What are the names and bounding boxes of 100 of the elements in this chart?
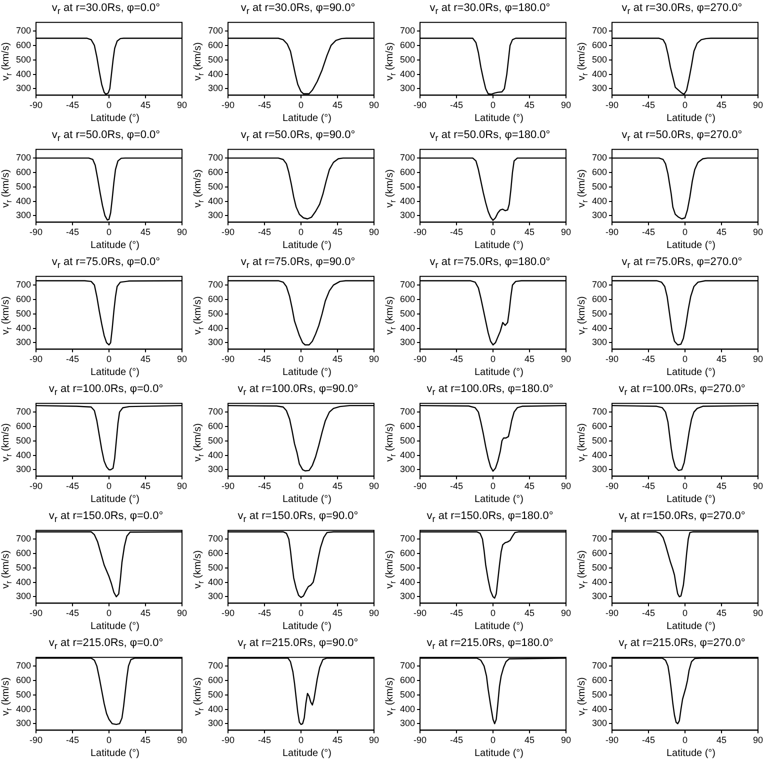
chart-title: v$_{r}$ at r=30.0Rs, φ=270.0° (620, 2, 744, 18)
y-tick-label: 500 (16, 689, 32, 700)
x-axis-title: Latitude (°) (281, 367, 333, 379)
y-tick-label: 500 (400, 308, 416, 318)
y-tick-label: 700 (592, 152, 608, 163)
y-tick-label: 600 (592, 674, 608, 685)
x-tick-label: 90 (560, 227, 572, 238)
y-tick-label: 700 (16, 280, 32, 290)
x-tick-label: 90 (176, 608, 188, 618)
x-tick-label: 45 (332, 227, 343, 238)
y-tick-label: 600 (16, 166, 32, 177)
y-tick-label: 500 (208, 54, 224, 64)
chart-title: v$_{r}$ at r=100.0Rs, φ=180.0° (426, 383, 554, 400)
x-tick-label: -90 (606, 481, 619, 492)
x-tick-label: 45 (140, 481, 151, 492)
x-tick-label: 0 (298, 227, 304, 238)
x-axis-title: Latitude (°) (665, 113, 717, 125)
y-tick-label: 400 (400, 196, 416, 206)
y-tick-label: 300 (400, 337, 416, 348)
x-axis-title: Latitude (°) (89, 494, 141, 506)
y-tick-label: 700 (16, 406, 32, 417)
y-tick-label: 600 (208, 294, 224, 304)
chart-title: v$_{r}$ at r=50.0Rs, φ=180.0° (428, 129, 552, 146)
x-axis-title: Latitude (°) (665, 240, 717, 252)
x-tick-label: 45 (524, 227, 535, 238)
x-axis-title: Latitude (°) (665, 494, 717, 506)
y-tick-label: 400 (16, 450, 32, 460)
chart-title: v$_{r}$ at r=150.0Rs, φ=270.0° (618, 510, 746, 526)
y-tick-label: 400 (400, 450, 416, 460)
y-tick-label: 600 (16, 420, 32, 431)
x-axis-title: Latitude (°) (473, 113, 525, 125)
y-tick-label: 700 (208, 660, 224, 671)
y-tick-label: 300 (592, 337, 608, 348)
x-axis-title: Latitude (°) (281, 240, 333, 252)
x-tick-label: -45 (66, 227, 80, 238)
x-tick-label: -45 (642, 100, 656, 110)
y-tick-label: 500 (592, 689, 608, 700)
y-tick-label: 400 (208, 322, 224, 333)
y-tick-label: 500 (592, 308, 608, 318)
y-tick-label: 700 (208, 406, 224, 417)
y-tick-label: 600 (208, 548, 224, 558)
x-axis-title: Latitude (°) (473, 494, 525, 506)
x-tick-label: -90 (30, 354, 43, 364)
x-tick-label: 90 (368, 481, 380, 492)
y-tick-label: 300 (16, 464, 32, 474)
x-tick-label: 90 (560, 608, 572, 618)
x-tick-label: 90 (176, 227, 188, 238)
y-tick-label: 600 (208, 674, 224, 685)
y-tick-label: 700 (16, 660, 32, 671)
x-tick-label: -90 (30, 481, 43, 492)
y-tick-label: 500 (16, 435, 32, 446)
x-tick-label: -90 (222, 481, 235, 492)
y-tick-label: 300 (400, 591, 416, 602)
y-tick-label: 400 (400, 704, 416, 714)
y-tick-label: 400 (400, 322, 416, 333)
y-tick-label: 600 (400, 40, 416, 50)
x-tick-label: -45 (450, 354, 464, 364)
y-tick-label: 600 (592, 40, 608, 50)
y-tick-label: 600 (592, 548, 608, 558)
x-axis-title: Latitude (°) (89, 113, 141, 125)
x-tick-label: 0 (106, 481, 112, 492)
y-tick-label: 500 (208, 181, 224, 192)
x-tick-label: 0 (106, 735, 112, 746)
x-tick-label: 0 (298, 354, 304, 364)
y-tick-label: 700 (208, 26, 224, 36)
x-tick-label: -90 (30, 100, 43, 110)
x-tick-label: -90 (606, 608, 619, 618)
y-tick-label: 300 (208, 337, 224, 348)
y-tick-label: 500 (400, 181, 416, 192)
y-tick-label: 600 (400, 548, 416, 558)
y-tick-label: 600 (16, 40, 32, 50)
y-tick-label: 400 (16, 576, 32, 587)
y-tick-label: 500 (16, 308, 32, 318)
chart-title: v$_{r}$ at r=75.0Rs, φ=0.0° (50, 256, 162, 272)
x-tick-label: 90 (176, 735, 188, 746)
y-tick-label: 300 (400, 718, 416, 728)
x-tick-label: 90 (560, 100, 572, 110)
y-tick-label: 400 (400, 576, 416, 587)
y-tick-label: 300 (400, 210, 416, 220)
x-tick-label: 90 (752, 227, 764, 238)
y-tick-label: 600 (208, 40, 224, 50)
chart-title: v$_{r}$ at r=150.0Rs, φ=180.0° (426, 510, 554, 526)
x-axis-title: Latitude (°) (665, 367, 717, 379)
x-tick-label: 45 (140, 608, 151, 618)
y-tick-label: 300 (16, 337, 32, 348)
chart-title: v$_{r}$ at r=150.0Rs, φ=0.0° (48, 510, 164, 526)
y-tick-label: 400 (592, 704, 608, 714)
x-tick-label: 90 (560, 481, 572, 492)
x-tick-label: 45 (524, 354, 535, 364)
x-axis-title: Latitude (°) (281, 494, 333, 506)
x-tick-label: 0 (106, 354, 112, 364)
y-tick-label: 500 (592, 54, 608, 64)
x-tick-label: 45 (332, 100, 343, 110)
x-tick-label: 0 (490, 100, 496, 110)
x-tick-label: -45 (450, 608, 464, 618)
x-tick-label: 45 (332, 608, 343, 618)
y-tick-label: 600 (400, 166, 416, 177)
x-tick-label: -45 (258, 100, 272, 110)
x-tick-label: 90 (368, 608, 380, 618)
y-tick-label: 700 (16, 26, 32, 36)
